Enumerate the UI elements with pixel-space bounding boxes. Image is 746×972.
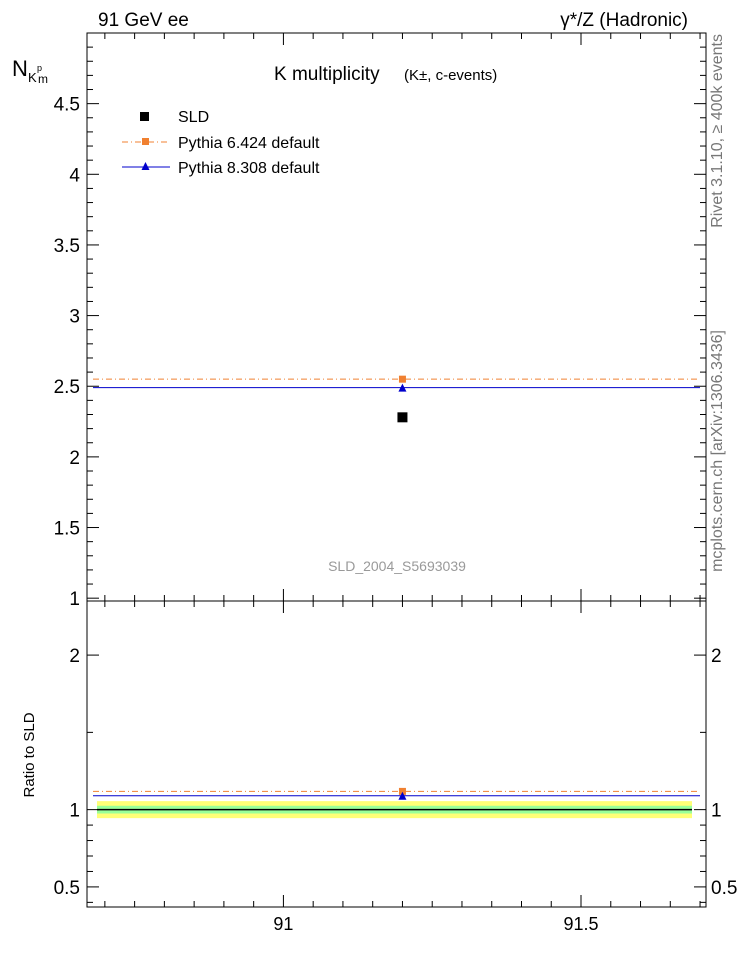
header-right: γ*/Z (Hadronic) bbox=[560, 10, 688, 31]
sld-point bbox=[397, 412, 408, 423]
ratio-series bbox=[93, 787, 700, 800]
ratio-panel: 0.5 0.5 1 1 2 2 91 91.5 Ratio to SLD bbox=[21, 600, 737, 934]
ratio-bands bbox=[97, 801, 692, 819]
y-tick-label-right: 1 bbox=[711, 801, 722, 822]
legend-label-pythia8: Pythia 8.308 default bbox=[178, 160, 320, 177]
y-tick-label: 1 bbox=[69, 589, 80, 610]
side-label-mcplots: mcplots.cern.ch [arXiv:1306.3436] bbox=[709, 330, 726, 572]
y-tick-label: 4.5 bbox=[54, 95, 80, 116]
y-tick-label: 3.5 bbox=[54, 236, 80, 257]
chart-title: K multiplicity bbox=[274, 64, 380, 85]
x-tick-label: 91.5 bbox=[563, 914, 598, 934]
chart-subtitle: (K±, c-events) bbox=[404, 67, 497, 84]
ratio-frame bbox=[86, 600, 707, 908]
y-tick-label: 2 bbox=[69, 448, 80, 469]
main-x-ticks bbox=[104, 33, 701, 601]
y-tick-label: 4 bbox=[69, 165, 80, 186]
legend-marker-pythia6 bbox=[142, 138, 149, 145]
ratio-pythia8-point bbox=[398, 791, 407, 800]
pythia8-point bbox=[398, 383, 407, 392]
y-tick-label: 0.5 bbox=[54, 878, 80, 899]
header-left: 91 GeV ee bbox=[98, 10, 189, 31]
y-tick-label: 2.5 bbox=[54, 377, 80, 398]
y-axis-label-sup: p bbox=[37, 63, 42, 73]
y-label-main: N bbox=[12, 56, 28, 81]
pythia6-point bbox=[398, 375, 406, 383]
side-label-rivet: Rivet 3.1.10, ≥ 400k events bbox=[709, 34, 726, 228]
ratio-y-axis-label: Ratio to SLD bbox=[21, 712, 38, 797]
y-tick-label: 2 bbox=[69, 646, 80, 667]
y-axis-label: N bbox=[12, 56, 28, 81]
x-tick-label: 91 bbox=[273, 914, 293, 934]
y-tick-label-right: 2 bbox=[711, 646, 722, 667]
ratio-pythia6-point bbox=[398, 787, 406, 795]
legend-label-pythia6: Pythia 6.424 default bbox=[178, 135, 320, 152]
y-tick-label: 1 bbox=[69, 801, 80, 822]
legend-label-sld: SLD bbox=[178, 109, 209, 126]
y-tick-label-right: 0.5 bbox=[711, 878, 737, 899]
y-tick-label: 3 bbox=[69, 307, 80, 328]
legend-marker-pythia8 bbox=[141, 162, 150, 170]
legend: SLD Pythia 6.424 default Pythia 8.308 de… bbox=[122, 109, 320, 177]
y-tick-label: 1.5 bbox=[54, 519, 80, 540]
ratio-x-ticks: 91 91.5 bbox=[104, 601, 701, 934]
main-series bbox=[93, 375, 700, 423]
ratio-y-ticks: 0.5 0.5 1 1 2 2 bbox=[54, 646, 737, 903]
analysis-watermark: SLD_2004_S5693039 bbox=[328, 558, 466, 574]
y-axis-label-sub2: m bbox=[38, 72, 48, 86]
y-axis-label-sub: K bbox=[28, 70, 37, 85]
main-y-ticks: 1 1.5 2 2.5 3 3.5 4 4.5 bbox=[54, 46, 706, 610]
main-panel: 11.522.533.544.5 N K p m K multiplicity … bbox=[12, 32, 707, 610]
legend-marker-sld bbox=[140, 112, 149, 121]
